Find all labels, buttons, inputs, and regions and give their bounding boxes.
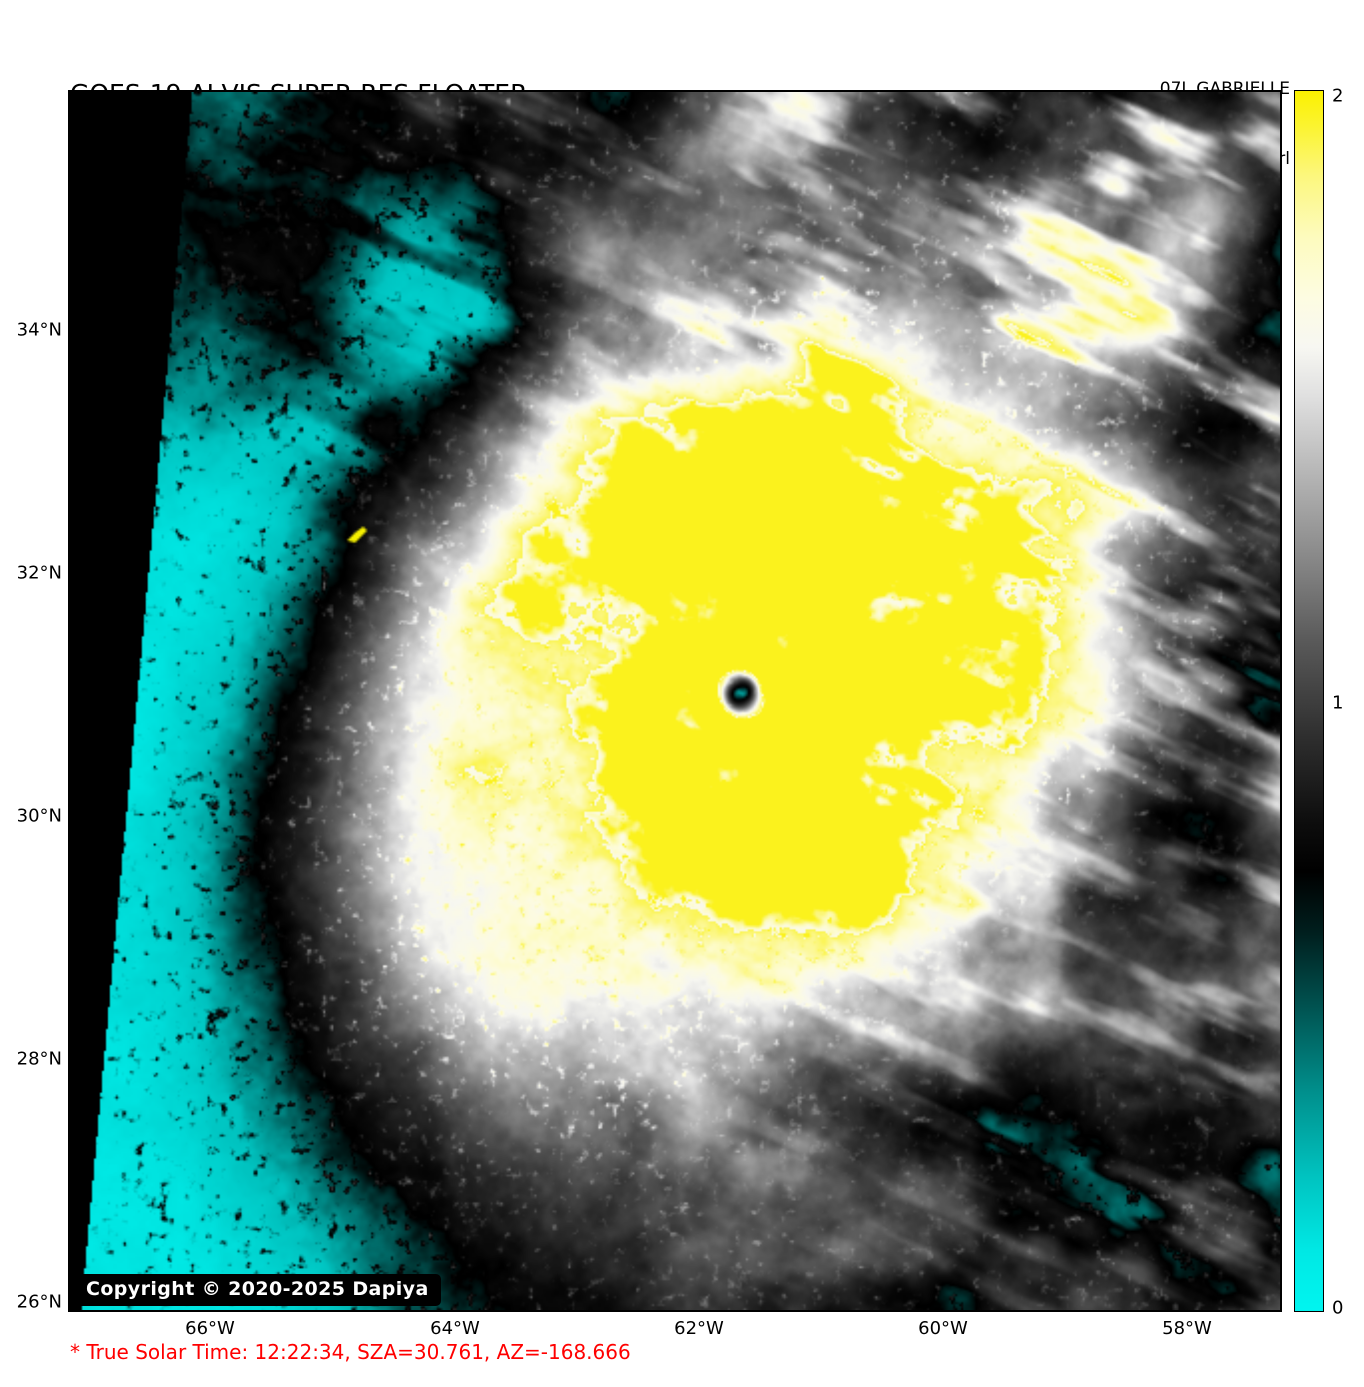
colorbar-tick-label: 0 xyxy=(1332,1297,1344,1319)
lon-tick-label: 66°W xyxy=(185,1318,235,1339)
satellite-imagery-canvas[interactable] xyxy=(70,92,1280,1310)
lat-tick-label: 32°N xyxy=(16,562,62,584)
lat-tick-label: 28°N xyxy=(16,1048,62,1070)
lat-tick-label: 26°N xyxy=(16,1291,62,1313)
satellite-image-panel[interactable]: Copyright © 2020-2025 Dapiya xyxy=(68,90,1282,1312)
colorbar: 2 1 0 xyxy=(1294,86,1343,1319)
lat-tick-label: 34°N xyxy=(16,319,62,341)
colorbar-gradient xyxy=(1294,90,1324,1312)
lon-tick-label: 64°W xyxy=(430,1318,480,1339)
lon-tick-label: 60°W xyxy=(918,1318,968,1339)
solar-time-note: * True Solar Time: 12:22:34, SZA=30.761,… xyxy=(70,1340,631,1364)
colorbar-tick-label: 2 xyxy=(1332,85,1344,107)
colorbar-tick-label: 1 xyxy=(1332,692,1344,714)
lon-tick-label: 62°W xyxy=(674,1318,724,1339)
copyright-watermark: Copyright © 2020-2025 Dapiya xyxy=(74,1274,441,1306)
lat-tick-label: 30°N xyxy=(16,805,62,827)
lon-tick-label: 58°W xyxy=(1162,1318,1212,1339)
